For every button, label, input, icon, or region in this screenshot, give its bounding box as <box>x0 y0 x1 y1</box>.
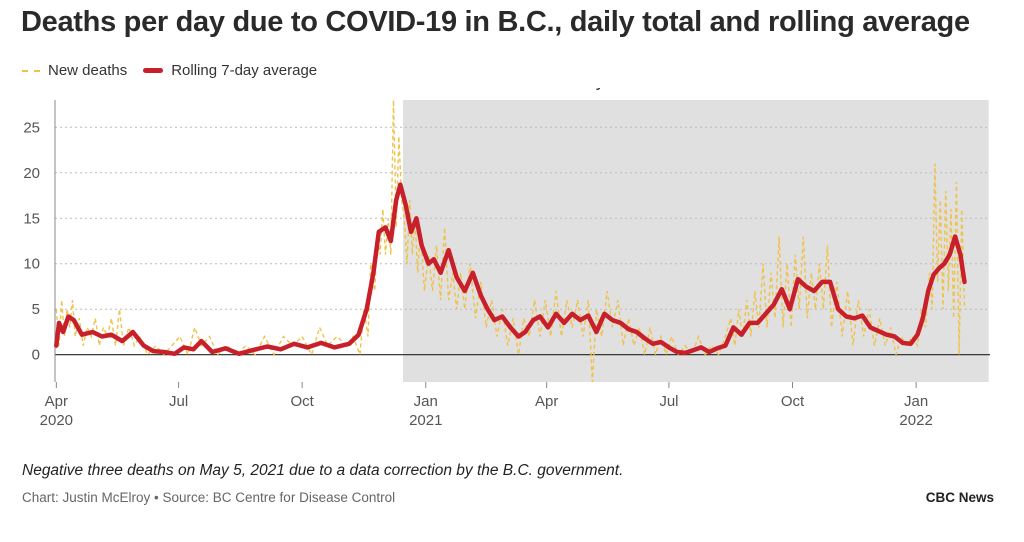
y-tick-label-25: 25 <box>23 119 40 136</box>
x-tick-year-3: 2021 <box>409 412 442 429</box>
y-tick-label-0: 0 <box>32 347 40 364</box>
y-tick-label-10: 10 <box>23 256 40 273</box>
x-tick-year-7: 2022 <box>899 412 932 429</box>
x-tick-label-3: Jan <box>414 393 438 410</box>
brand-logo-text: CBC News <box>925 490 994 505</box>
x-tick-label-4: Apr <box>535 393 558 410</box>
x-tick-year-0: 2020 <box>40 412 73 429</box>
x-tick-label-7: Jan <box>904 393 928 410</box>
legend-label-new-deaths: New deaths <box>48 62 128 79</box>
x-tick-label-6: Oct <box>781 393 805 410</box>
legend: New deaths Rolling 7-day average <box>22 62 317 79</box>
x-tick-label-5: Jul <box>659 393 678 410</box>
legend-swatch-new-deaths <box>22 69 40 72</box>
chart-title: Deaths per day due to COVID-19 in B.C., … <box>21 6 970 38</box>
legend-label-rolling: Rolling 7-day average <box>171 62 318 79</box>
chart-plot: Vaccinations underway 0 5 10 15 20 25 Apr 2020 Ju… <box>23 88 990 429</box>
x-tick-label-0: Apr <box>45 393 68 410</box>
shaded-region-label: Vaccinations underway <box>421 88 605 90</box>
legend-swatch-rolling <box>143 68 164 73</box>
x-tick-label-1: Jul <box>169 393 188 410</box>
y-tick-label-5: 5 <box>32 301 40 318</box>
credit-line: Chart: Justin McElroy • Source: BC Centr… <box>22 490 396 505</box>
y-tick-label-20: 20 <box>23 165 40 182</box>
x-tick-label-2: Oct <box>291 393 315 410</box>
y-tick-label-15: 15 <box>23 210 40 227</box>
footnote: Negative three deaths on May 5, 2021 due… <box>22 462 624 479</box>
series-rolling-average <box>54 182 967 357</box>
